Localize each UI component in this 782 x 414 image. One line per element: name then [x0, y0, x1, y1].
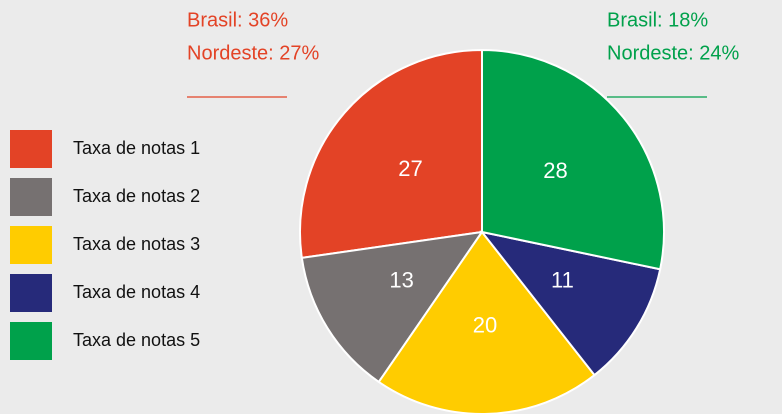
pie-slice	[300, 230, 485, 384]
legend-swatch	[10, 322, 52, 360]
slice-label: 28	[543, 158, 567, 183]
slice-label: 27	[398, 156, 422, 181]
slice-label: 13	[389, 268, 413, 293]
pie-slice	[299, 48, 483, 260]
legend-label: Taxa de notas 5	[73, 330, 200, 350]
legend-label: Taxa de notas 1	[73, 138, 200, 158]
legend-swatch	[10, 130, 52, 168]
annotation: Nordeste: 27%	[187, 42, 320, 64]
annotation: Nordeste: 24%	[607, 42, 740, 64]
legend-label: Taxa de notas 2	[73, 186, 200, 206]
legend-swatch	[10, 178, 52, 216]
pie-slice	[481, 48, 665, 271]
legend-label: Taxa de notas 3	[73, 234, 200, 254]
slice-label: 11	[551, 268, 574, 293]
legend-swatch	[10, 226, 52, 264]
slice-label: 20	[473, 312, 497, 337]
annotation: Brasil: 36%	[187, 9, 288, 31]
legend-swatch	[10, 274, 52, 312]
legend-label: Taxa de notas 4	[73, 282, 200, 302]
annotation: Brasil: 18%	[607, 9, 708, 31]
pie-slice	[479, 230, 662, 377]
